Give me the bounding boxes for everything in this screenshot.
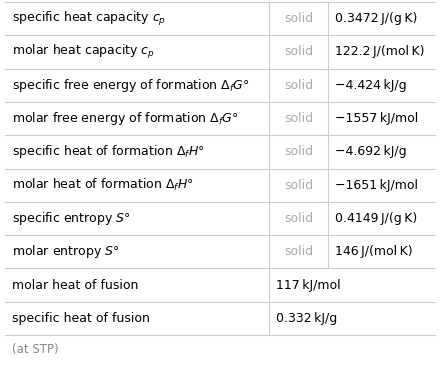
Text: solid: solid	[284, 179, 313, 192]
Text: molar heat of fusion: molar heat of fusion	[12, 279, 138, 292]
Text: (at STP): (at STP)	[12, 344, 59, 357]
Text: molar heat of formation $\Delta_f H°$: molar heat of formation $\Delta_f H°$	[12, 177, 194, 193]
Text: 117 kJ/mol: 117 kJ/mol	[276, 279, 341, 292]
Text: 0.4149 J/(g K): 0.4149 J/(g K)	[334, 212, 417, 225]
Text: −4.424 kJ/g: −4.424 kJ/g	[334, 79, 406, 92]
Text: specific free energy of formation $\Delta_f G°$: specific free energy of formation $\Delt…	[12, 77, 250, 94]
Text: 0.332 kJ/g: 0.332 kJ/g	[276, 312, 338, 325]
Text: molar heat capacity $c_p$: molar heat capacity $c_p$	[12, 43, 155, 61]
Text: solid: solid	[284, 212, 313, 225]
Text: molar free energy of formation $\Delta_f G°$: molar free energy of formation $\Delta_f…	[12, 110, 238, 127]
Text: 146 J/(mol K): 146 J/(mol K)	[334, 245, 412, 258]
Text: specific heat capacity $c_p$: specific heat capacity $c_p$	[12, 10, 166, 28]
Text: −4.692 kJ/g: −4.692 kJ/g	[334, 145, 406, 158]
Text: specific entropy $S°$: specific entropy $S°$	[12, 210, 131, 227]
Text: specific heat of fusion: specific heat of fusion	[12, 312, 150, 325]
Text: solid: solid	[284, 46, 313, 59]
Text: −1651 kJ/mol: −1651 kJ/mol	[334, 179, 418, 192]
Text: 0.3472 J/(g K): 0.3472 J/(g K)	[334, 12, 417, 25]
Text: molar entropy $S°$: molar entropy $S°$	[12, 243, 120, 260]
Text: solid: solid	[284, 112, 313, 125]
Text: solid: solid	[284, 12, 313, 25]
Text: specific heat of formation $\Delta_f H°$: specific heat of formation $\Delta_f H°$	[12, 143, 205, 160]
Text: solid: solid	[284, 79, 313, 92]
Text: solid: solid	[284, 245, 313, 258]
Text: −1557 kJ/mol: −1557 kJ/mol	[334, 112, 418, 125]
Text: solid: solid	[284, 145, 313, 158]
Text: 122.2 J/(mol K): 122.2 J/(mol K)	[334, 46, 424, 59]
